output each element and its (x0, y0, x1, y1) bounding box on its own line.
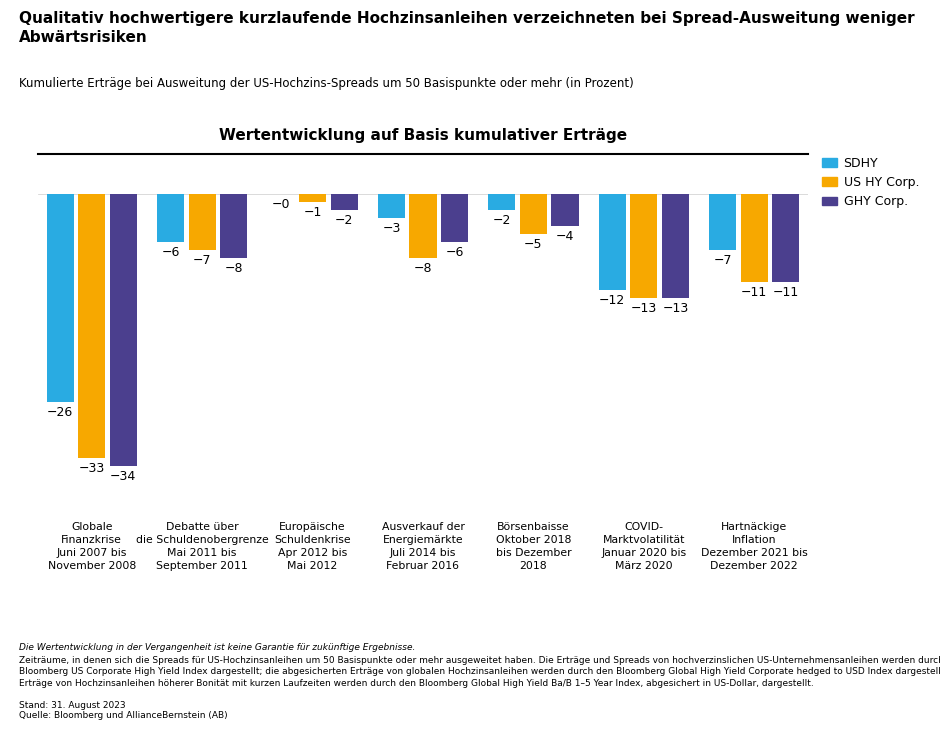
Legend: SDHY, US HY Corp., GHY Corp.: SDHY, US HY Corp., GHY Corp. (822, 157, 919, 209)
Text: −6: −6 (446, 245, 463, 259)
Bar (710, 194, 736, 251)
Bar (220, 194, 247, 259)
Bar (441, 194, 468, 243)
Text: Quelle: Bloomberg und AllianceBernstein (AB): Quelle: Bloomberg und AllianceBernstein … (19, 711, 227, 720)
Text: −3: −3 (383, 221, 400, 234)
Text: −5: −5 (525, 237, 542, 251)
Bar (378, 194, 405, 218)
Text: −4: −4 (556, 229, 574, 243)
Text: Stand: 31. August 2023: Stand: 31. August 2023 (19, 701, 125, 710)
Bar (299, 194, 326, 202)
Text: Ausverkauf der
Energiemärkte
Juli 2014 bis
Februar 2016: Ausverkauf der Energiemärkte Juli 2014 b… (382, 522, 464, 571)
Bar (741, 194, 768, 282)
Bar (489, 194, 515, 210)
Text: −12: −12 (599, 293, 625, 306)
Text: −8: −8 (414, 262, 432, 275)
Text: Qualitativ hochwertigere kurzlaufende Hochzinsanleihen verzeichneten bei Spread-: Qualitativ hochwertigere kurzlaufende Ho… (19, 11, 915, 45)
Text: −26: −26 (47, 406, 73, 419)
Text: Die Wertentwicklung in der Vergangenheit ist keine Garantie für zukünftige Ergeb: Die Wertentwicklung in der Vergangenheit… (19, 643, 415, 652)
Bar (410, 194, 436, 259)
Title: Wertentwicklung auf Basis kumulativer Erträge: Wertentwicklung auf Basis kumulativer Er… (219, 129, 627, 143)
Bar (773, 194, 799, 282)
Text: −34: −34 (110, 470, 136, 483)
Text: Debatte über
die Schuldenobergrenze
Mai 2011 bis
September 2011: Debatte über die Schuldenobergrenze Mai … (135, 522, 269, 571)
Text: −2: −2 (335, 214, 353, 226)
Bar (552, 194, 578, 226)
Text: COVID-
Marktvolatilität
Januar 2020 bis
März 2020: COVID- Marktvolatilität Januar 2020 bis … (602, 522, 686, 571)
Text: −11: −11 (741, 286, 767, 298)
Bar (189, 194, 215, 251)
Bar (520, 194, 547, 234)
Text: Globale
Finanzkrise
Juni 2007 bis
November 2008: Globale Finanzkrise Juni 2007 bis Novemb… (48, 522, 135, 571)
Bar (78, 194, 105, 459)
Text: −7: −7 (193, 254, 212, 267)
Text: −6: −6 (162, 245, 180, 259)
Text: −0: −0 (272, 198, 290, 210)
Text: Hartnäckige
Inflation
Dezember 2021 bis
Dezember 2022: Hartnäckige Inflation Dezember 2021 bis … (701, 522, 807, 571)
Bar (599, 194, 626, 290)
Bar (157, 194, 184, 243)
Text: Zeiträume, in denen sich die Spreads für US-Hochzinsanleihen um 50 Basispunkte o: Zeiträume, in denen sich die Spreads für… (19, 656, 940, 688)
Text: −8: −8 (225, 262, 243, 275)
Bar (631, 194, 657, 298)
Bar (47, 194, 73, 403)
Text: −1: −1 (304, 206, 321, 218)
Text: −13: −13 (663, 301, 689, 315)
Text: −13: −13 (631, 301, 657, 315)
Text: −33: −33 (79, 462, 105, 475)
Text: Europäische
Schuldenkrise
Apr 2012 bis
Mai 2012: Europäische Schuldenkrise Apr 2012 bis M… (274, 522, 351, 571)
Bar (662, 194, 689, 298)
Bar (110, 194, 136, 467)
Text: Kumulierte Erträge bei Ausweitung der US-Hochzins-Spreads um 50 Basispunkte oder: Kumulierte Erträge bei Ausweitung der US… (19, 77, 634, 90)
Text: −11: −11 (773, 286, 799, 298)
Text: Börsenbaisse
Oktober 2018
bis Dezember
2018: Börsenbaisse Oktober 2018 bis Dezember 2… (495, 522, 572, 571)
Text: −7: −7 (713, 254, 732, 267)
Bar (331, 194, 357, 210)
Text: −2: −2 (493, 214, 511, 226)
